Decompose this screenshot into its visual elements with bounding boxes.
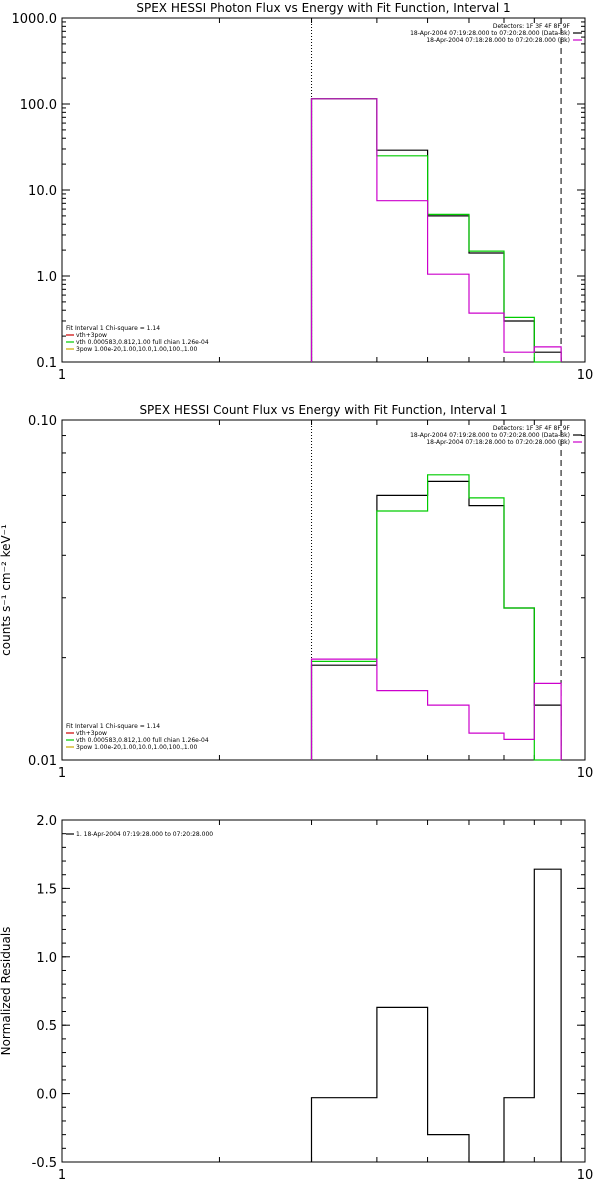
histogram-series-3 bbox=[310, 98, 562, 362]
plot-frame bbox=[61, 419, 586, 761]
y-tick-label: 0.01 bbox=[28, 754, 57, 769]
chart-panel-1: SPEX HESSI Photon Flux vs Energy with Fi… bbox=[12, 1, 594, 383]
chart-panel-2: SPEX HESSI Count Flux vs Energy with Fit… bbox=[0, 403, 593, 781]
chart-panel-3: Normalized Residuals2.01.51.00.50.0-0.51… bbox=[0, 814, 593, 1183]
y-axis-label: counts s⁻¹ cm⁻² keV⁻¹ bbox=[0, 524, 13, 656]
legend-entry: vth+3pow bbox=[76, 332, 107, 339]
header-text-line: Detectors: 1F 3F 4F 8F 9F bbox=[493, 23, 571, 30]
legend-entry: 1. 18-Apr-2004 07:19:28.000 to 07:20:28.… bbox=[76, 831, 213, 838]
y-tick-label: 2.0 bbox=[36, 814, 57, 829]
header-text-line: 18-Apr-2004 07:19:28.000 to 07:20:28.000… bbox=[410, 30, 570, 37]
legend-entry: Fit Interval 1 Chi-square = 1.14 bbox=[66, 325, 160, 332]
header-text-line: Detectors: 1F 3F 4F 8F 9F bbox=[493, 425, 571, 432]
y-tick-label: 1.0 bbox=[36, 951, 57, 966]
histogram-series-3 bbox=[310, 658, 562, 760]
y-tick-label: 0.0 bbox=[36, 1088, 57, 1103]
x-tick-label: 10 bbox=[577, 766, 594, 781]
header-text-line: 18-Apr-2004 07:19:28.000 to 07:20:28.000… bbox=[410, 432, 570, 439]
chart-title: SPEX HESSI Photon Flux vs Energy with Fi… bbox=[136, 1, 510, 15]
x-tick-label: 10 bbox=[577, 368, 594, 383]
y-tick-label: 1.0 bbox=[36, 270, 57, 285]
histogram-series-2 bbox=[310, 98, 562, 363]
legend-entry: vth 0.000583,0.812,1.00 full chian 1.26e… bbox=[76, 737, 209, 744]
legend-entry: vth 0.000583,0.812,1.00 full chian 1.26e… bbox=[76, 339, 209, 346]
y-tick-label: 0.10 bbox=[28, 414, 57, 429]
legend-entry: 3pow 1.00e-20,1.00,10.0,1.00,100.,1.00 bbox=[76, 744, 197, 751]
x-tick-label: 1 bbox=[58, 1168, 66, 1183]
chart-title: SPEX HESSI Count Flux vs Energy with Fit… bbox=[139, 403, 507, 417]
histogram-series-1 bbox=[310, 480, 562, 760]
histogram-series-1 bbox=[310, 868, 562, 1163]
legend-entry: vth+3pow bbox=[76, 730, 107, 737]
header-text-line: 18-Apr-2004 07:18:28.000 to 07:20:28.000… bbox=[426, 37, 570, 44]
header-text-line: 18-Apr-2004 07:18:28.000 to 07:20:28.000… bbox=[426, 439, 570, 446]
y-tick-label: 0.5 bbox=[36, 1019, 57, 1034]
y-tick-label: 0.1 bbox=[36, 356, 57, 371]
y-tick-label: -0.5 bbox=[32, 1156, 57, 1171]
plot-frame bbox=[61, 17, 586, 363]
plot-frame bbox=[61, 819, 586, 1163]
y-tick-label: 1.5 bbox=[36, 882, 57, 897]
y-axis-label: Normalized Residuals bbox=[0, 927, 13, 1056]
histogram-series-1 bbox=[310, 98, 562, 362]
legend-entry: Fit Interval 1 Chi-square = 1.14 bbox=[66, 723, 160, 730]
legend-entry: 3pow 1.00e-20,1.00,10.0,1.00,100.,1.00 bbox=[76, 346, 197, 353]
y-tick-label: 10.0 bbox=[28, 184, 57, 199]
x-tick-label: 1 bbox=[58, 368, 66, 383]
x-tick-label: 10 bbox=[577, 1168, 594, 1183]
y-tick-label: 100.0 bbox=[20, 98, 57, 113]
y-tick-label: 1000.0 bbox=[12, 12, 58, 27]
x-tick-label: 1 bbox=[58, 766, 66, 781]
histogram-series-2 bbox=[310, 474, 562, 761]
